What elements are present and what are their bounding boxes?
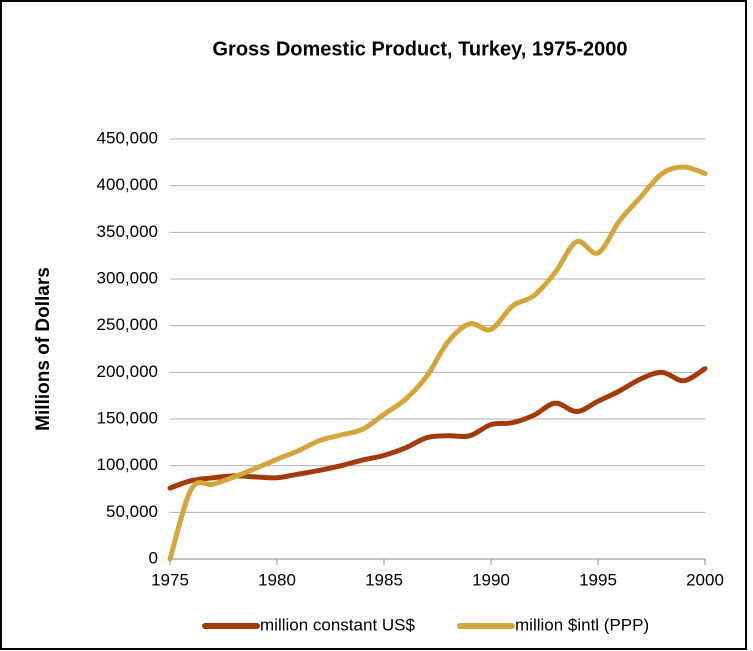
y-tick-label: 400,000 (97, 175, 158, 194)
x-tick-label: 1995 (579, 570, 617, 589)
series-line (167, 366, 708, 491)
x-tick-label: 1980 (258, 570, 296, 589)
y-tick-label: 450,000 (97, 128, 158, 147)
chart-title: Gross Domestic Product, Turkey, 1975-200… (213, 38, 628, 60)
series-line (167, 164, 708, 562)
y-tick-label: 300,000 (97, 268, 158, 287)
y-tick-label: 150,000 (97, 408, 158, 427)
y-tick-label: 100,000 (97, 455, 158, 474)
y-tick-label: 200,000 (97, 362, 158, 381)
x-tick-label: 1990 (472, 570, 510, 589)
y-tick-label: 50,000 (106, 502, 158, 521)
legend-label: million $intl (PPP) (515, 615, 649, 634)
y-tick-label: 250,000 (97, 315, 158, 334)
y-axis-label: Millions of Dollars (33, 267, 54, 431)
legend-label: million constant US$ (260, 615, 416, 634)
y-tick-label: 350,000 (97, 222, 158, 241)
x-tick-label: 1985 (365, 570, 403, 589)
x-tick-label: 2000 (686, 570, 724, 589)
y-tick-label: 0 (149, 548, 158, 567)
x-tick-label: 1975 (151, 570, 189, 589)
